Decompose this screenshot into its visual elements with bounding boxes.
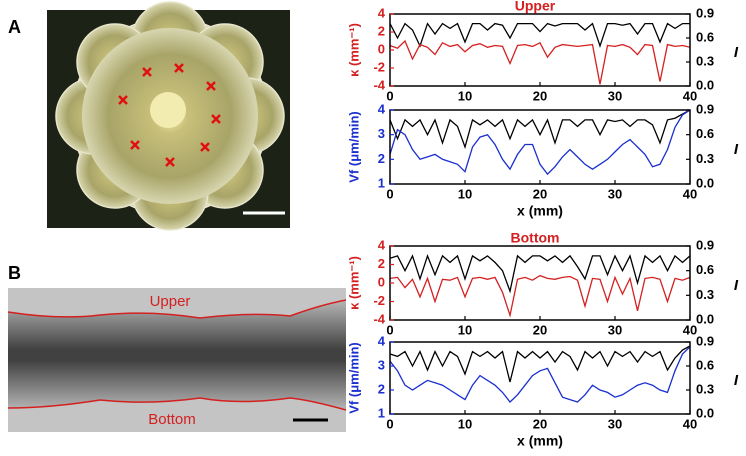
chart-title: Bottom <box>511 230 560 246</box>
x-tick-label: 30 <box>608 416 622 431</box>
edge-label: Bottom <box>148 411 196 428</box>
x-tick-label: 20 <box>533 186 547 201</box>
x-tick-label: 40 <box>683 186 697 201</box>
y2-axis-label: I <box>734 44 739 61</box>
y2-tick-label: 0.0 <box>696 77 714 92</box>
data-line <box>389 274 691 318</box>
panel-label: A <box>8 17 21 37</box>
x-tick-label: 30 <box>608 322 622 337</box>
y2-axis-label: I <box>734 277 739 294</box>
y-tick-label: -2 <box>373 59 385 74</box>
x-tick-label: 10 <box>458 88 472 103</box>
y-tick-label: 0 <box>378 274 385 289</box>
data-line <box>389 346 691 403</box>
y-tick-label: 3 <box>378 126 385 141</box>
y2-tick-label: 0.9 <box>696 101 714 116</box>
y-tick-label: 2 <box>378 256 385 271</box>
y-tick-label: 2 <box>378 23 385 38</box>
plot-frame <box>389 13 691 87</box>
y2-axis-label: I <box>734 372 739 389</box>
x-tick-label: 30 <box>608 88 622 103</box>
y2-axis-label: I <box>734 141 739 158</box>
y2-tick-label: 0.0 <box>696 311 714 326</box>
edge-label: Upper <box>150 293 191 310</box>
x-tick-label: 10 <box>458 186 472 201</box>
y-tick-label: 4 <box>378 101 386 116</box>
y-axis-label: Vf (μm/min) <box>346 111 361 183</box>
y-tick-label: 2 <box>378 151 385 166</box>
y2-tick-label: 0.6 <box>696 357 714 372</box>
x-tick-label: 10 <box>458 322 472 337</box>
photo-b <box>7 288 347 432</box>
y2-tick-label: 0.6 <box>696 29 714 44</box>
data-line <box>389 345 691 383</box>
y2-tick-label: 0.3 <box>696 53 714 68</box>
y2-tick-label: 0.9 <box>696 5 714 20</box>
y-axis-label: κ (mm⁻¹) <box>346 23 361 77</box>
chart-title: Upper <box>515 0 556 14</box>
y-tick-label: -4 <box>373 77 385 92</box>
x-tick-label: 0 <box>386 322 393 337</box>
y-tick-label: 1 <box>378 405 385 420</box>
y-tick-label: 4 <box>378 5 386 20</box>
data-line <box>389 109 691 176</box>
y-tick-label: 0 <box>378 41 385 56</box>
data-line <box>389 253 691 294</box>
x-tick-label: 20 <box>533 88 547 103</box>
x-axis-label: x (mm) <box>517 433 563 449</box>
y-tick-label: -4 <box>373 311 385 326</box>
x-axis-label: x (mm) <box>517 203 563 219</box>
y-axis-label: Vf (μm/min) <box>346 342 361 414</box>
y2-tick-label: 0.6 <box>696 262 714 277</box>
x-tick-label: 10 <box>458 416 472 431</box>
y2-tick-label: 0.3 <box>696 381 714 396</box>
y2-tick-label: 0.0 <box>696 405 714 420</box>
x-tick-label: 20 <box>533 322 547 337</box>
x-tick-label: 0 <box>386 88 393 103</box>
y-tick-label: 4 <box>378 237 386 252</box>
y-tick-label: 1 <box>378 175 385 190</box>
y2-tick-label: 0.0 <box>696 175 714 190</box>
data-line <box>389 22 690 49</box>
y2-tick-label: 0.3 <box>696 287 714 302</box>
y-tick-label: 4 <box>378 333 386 348</box>
data-line <box>389 109 691 150</box>
data-line <box>389 39 691 85</box>
y2-tick-label: 0.9 <box>696 237 714 252</box>
x-tick-label: 0 <box>386 186 393 201</box>
y2-tick-label: 0.3 <box>696 151 714 166</box>
x-tick-label: 20 <box>533 416 547 431</box>
y-tick-label: 3 <box>378 357 385 372</box>
photo-a <box>47 1 290 231</box>
y-tick-label: 2 <box>378 381 385 396</box>
y-axis-label: κ (mm⁻¹) <box>346 256 361 310</box>
x-tick-label: 40 <box>683 322 697 337</box>
y2-tick-label: 0.6 <box>696 126 714 141</box>
x-tick-label: 30 <box>608 186 622 201</box>
x-tick-label: 40 <box>683 416 697 431</box>
x-tick-label: 0 <box>386 416 393 431</box>
y2-tick-label: 0.9 <box>696 333 714 348</box>
y-tick-label: -2 <box>373 293 385 308</box>
x-tick-label: 40 <box>683 88 697 103</box>
panel-label: B <box>8 263 21 283</box>
